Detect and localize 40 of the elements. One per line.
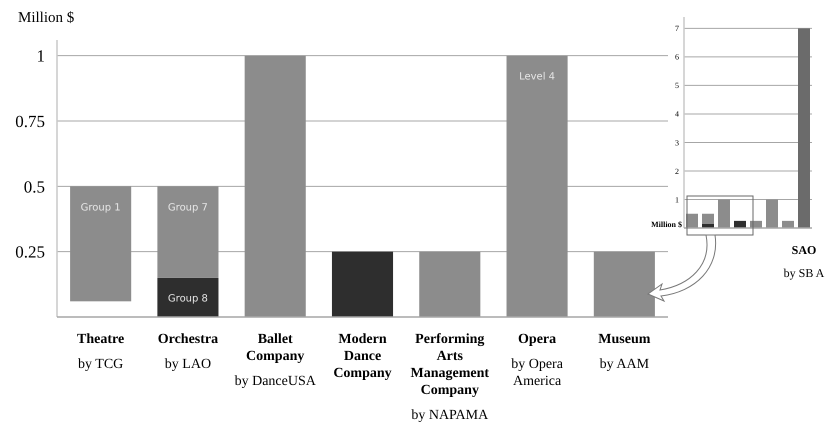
y-tick-label: 5: [675, 81, 679, 90]
y-tick-label: 4: [675, 110, 679, 119]
bar: [506, 56, 568, 317]
bar: [702, 224, 714, 228]
bar: [798, 28, 810, 228]
bar: [419, 252, 480, 317]
data-label: Group 8: [168, 293, 208, 304]
bar: [157, 278, 218, 317]
bar: [70, 186, 132, 302]
bar: [702, 214, 714, 224]
x-tick-label: Ballet Company by DanceUSA: [234, 332, 317, 389]
y-tick-label: 0.75: [15, 112, 45, 131]
bar: [244, 56, 306, 317]
bar: [718, 199, 730, 228]
x-tick-label: Orchestra by LAO: [158, 332, 218, 372]
data-label: Level 4: [519, 72, 556, 83]
bar: [766, 199, 778, 228]
y-tick-label: 7: [675, 24, 679, 34]
y-tick-label: 6: [675, 52, 679, 62]
bar: [332, 252, 394, 317]
x-tick-label: Opera by Opera America: [511, 332, 564, 389]
data-label: Group 1: [80, 202, 121, 214]
x-tick-label: SAO by SB A: [784, 243, 825, 280]
x-tick-label: Performing Arts Management Company by NAPAMA: [410, 332, 490, 423]
y-tick-label: 3: [675, 138, 679, 148]
bar: [734, 220, 746, 228]
x-tick-label: Museum by AAM: [598, 332, 651, 372]
bar: [686, 214, 698, 228]
y-tick-label: 1: [36, 46, 45, 66]
data-label: Group 7: [168, 202, 208, 214]
y-tick-label: 0.25: [15, 242, 45, 262]
y-axis-title: Million $: [18, 10, 75, 26]
y-tick-label: 2: [675, 166, 679, 176]
y-tick-label: 1: [675, 195, 679, 204]
y-tick-label: 0.5: [24, 177, 45, 196]
x-tick-label: Theatre by TCG: [77, 332, 124, 372]
y-axis-title: Million $: [651, 220, 682, 229]
x-tick-label: Modern Dance Company: [333, 332, 392, 381]
bar: [782, 220, 794, 228]
bar: [157, 186, 218, 278]
